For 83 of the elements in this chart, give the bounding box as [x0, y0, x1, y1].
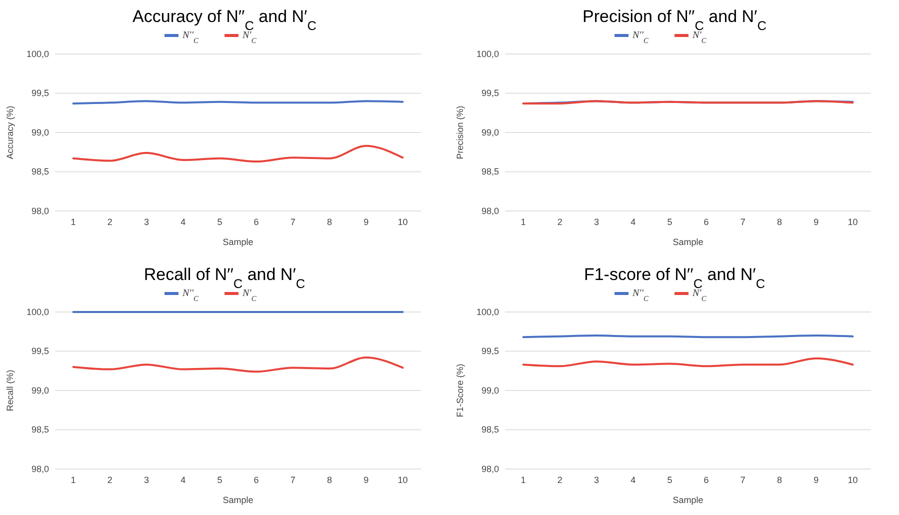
- x-tick-label: 8: [326, 217, 332, 227]
- legend-label: N′′$_{C}$: [182, 288, 200, 302]
- x-tick-label: 9: [364, 475, 369, 485]
- line-series: [72, 356, 404, 373]
- x-tick-label: 7: [290, 217, 296, 227]
- y-axis-title: Recall (%): [5, 370, 15, 412]
- x-tick-label: 4: [630, 475, 636, 485]
- x-tick-label: 10: [848, 217, 858, 227]
- chart-title: Recall of N′′$_{C}$ and N′$_{C}$: [144, 265, 306, 290]
- y-tick-label: 100,0: [26, 48, 49, 59]
- x-tick-label: 6: [254, 475, 259, 485]
- legend-label: N′$_{C}$: [692, 30, 708, 44]
- x-tick-label: 10: [398, 217, 408, 227]
- x-tick-label: 9: [814, 475, 819, 485]
- y-tick-label: 100,0: [476, 48, 499, 59]
- x-tick-label: 2: [107, 475, 112, 485]
- y-tick-label: 100,0: [26, 306, 49, 317]
- legend-label: N′$_{C}$: [242, 30, 258, 44]
- y-tick-label: 98,0: [481, 206, 499, 216]
- chart-title: Accuracy of N′′$_{C}$ and N′$_{C}$: [132, 7, 316, 32]
- x-axis-title: Sample: [222, 495, 254, 505]
- x-axis-title: Sample: [672, 237, 704, 247]
- x-tick-label: 7: [740, 475, 746, 485]
- x-tick-label: 4: [180, 475, 186, 485]
- chart-title: F1-score of N′′$_{C}$ and N′$_{C}$: [584, 265, 766, 290]
- y-tick-label: 98,0: [31, 206, 49, 216]
- x-tick-label: 6: [254, 217, 259, 227]
- x-axis-title: Sample: [672, 495, 704, 505]
- y-tick-label: 99,0: [31, 385, 49, 396]
- legend-label: N′′$_{C}$: [632, 30, 650, 44]
- y-axis-title: Precision (%): [455, 106, 465, 160]
- x-tick-label: 6: [704, 217, 709, 227]
- x-tick-label: 3: [594, 217, 600, 227]
- x-tick-label: 3: [144, 217, 150, 227]
- x-tick-label: 2: [557, 217, 562, 227]
- x-tick-label: 5: [667, 475, 672, 485]
- x-tick-label: 10: [848, 475, 858, 485]
- x-tick-label: 9: [814, 217, 819, 227]
- x-tick-label: 6: [704, 475, 709, 485]
- y-tick-label: 99,0: [481, 385, 499, 396]
- y-tick-label: 100,0: [476, 306, 499, 317]
- y-tick-label: 98,5: [481, 166, 499, 177]
- y-tick-label: 99,5: [481, 346, 499, 356]
- line-series: [72, 144, 404, 163]
- x-tick-label: 2: [107, 217, 112, 227]
- line-series: [522, 357, 854, 368]
- x-tick-label: 3: [144, 475, 150, 485]
- x-tick-label: 4: [630, 217, 636, 227]
- y-tick-label: 99,5: [31, 88, 49, 98]
- chart-title: Precision of N′′$_{C}$ and N′$_{C}$: [582, 7, 766, 32]
- x-tick-label: 9: [364, 217, 369, 227]
- y-tick-label: 99,0: [31, 127, 49, 138]
- x-tick-label: 3: [594, 475, 600, 485]
- x-tick-label: 5: [217, 217, 222, 227]
- x-tick-label: 1: [70, 475, 76, 485]
- legend-label: N′$_{C}$: [242, 288, 258, 302]
- x-tick-label: 10: [398, 475, 408, 485]
- x-tick-label: 7: [290, 475, 296, 485]
- y-tick-label: 98,5: [481, 424, 499, 435]
- x-tick-label: 8: [776, 217, 782, 227]
- x-tick-label: 8: [776, 475, 782, 485]
- x-axis-title: Sample: [222, 237, 254, 247]
- y-tick-label: 98,5: [31, 166, 49, 177]
- x-tick-label: 8: [326, 475, 332, 485]
- x-tick-label: 1: [520, 217, 526, 227]
- y-axis-title: Accuracy (%): [5, 106, 15, 160]
- legend-label: N′′$_{C}$: [632, 288, 650, 302]
- x-tick-label: 1: [70, 217, 76, 227]
- legend-label: N′′$_{C}$: [182, 30, 200, 44]
- y-tick-label: 99,5: [31, 346, 49, 356]
- x-tick-label: 5: [217, 475, 222, 485]
- y-tick-label: 98,5: [31, 424, 49, 435]
- y-tick-label: 98,0: [481, 464, 499, 474]
- x-tick-label: 2: [557, 475, 562, 485]
- x-tick-label: 7: [740, 217, 746, 227]
- legend-label: N′$_{C}$: [692, 288, 708, 302]
- x-tick-label: 5: [667, 217, 672, 227]
- y-tick-label: 98,0: [31, 464, 49, 474]
- y-tick-label: 99,0: [481, 127, 499, 138]
- y-axis-title: F1-Score (%): [455, 364, 465, 418]
- y-tick-label: 99,5: [481, 88, 499, 98]
- x-tick-label: 1: [520, 475, 526, 485]
- x-tick-label: 4: [180, 217, 186, 227]
